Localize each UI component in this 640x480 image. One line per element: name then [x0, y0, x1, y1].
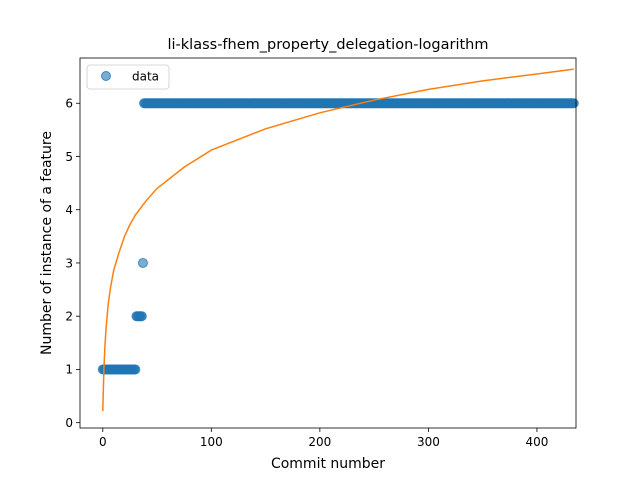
axes-frame [79, 57, 577, 429]
y-tick-label: 6 [65, 97, 73, 111]
y-axis-label: Number of instance of a feature [39, 131, 55, 355]
legend-box [86, 64, 170, 90]
axis-ticks: 0 100 200 300 400 0 1 2 3 4 5 6 [65, 97, 548, 449]
chart-title: li-klass-fhem_property_delegation-logari… [167, 37, 488, 53]
y-tick-label: 4 [65, 203, 73, 217]
y-tick-label: 2 [65, 310, 73, 324]
data-point [136, 311, 147, 322]
plot-area [97, 68, 579, 411]
data-point [568, 98, 579, 109]
y-tick-label: 3 [65, 256, 73, 270]
x-axis-label: Commit number [271, 456, 385, 472]
x-tick-label: 200 [308, 435, 331, 449]
y-tick-label: 5 [65, 150, 73, 164]
y-tick-label: 1 [65, 363, 73, 377]
x-tick-label: 100 [200, 435, 223, 449]
legend: data [86, 64, 170, 90]
x-tick-label: 300 [417, 435, 440, 449]
legend-label: data [132, 70, 159, 84]
y-tick-label: 0 [65, 416, 73, 430]
x-tick-label: 0 [99, 435, 107, 449]
x-tick-label: 400 [525, 435, 548, 449]
fit-line [102, 68, 574, 411]
legend-marker [101, 71, 111, 81]
data-point [130, 364, 141, 375]
data-point [137, 257, 148, 268]
